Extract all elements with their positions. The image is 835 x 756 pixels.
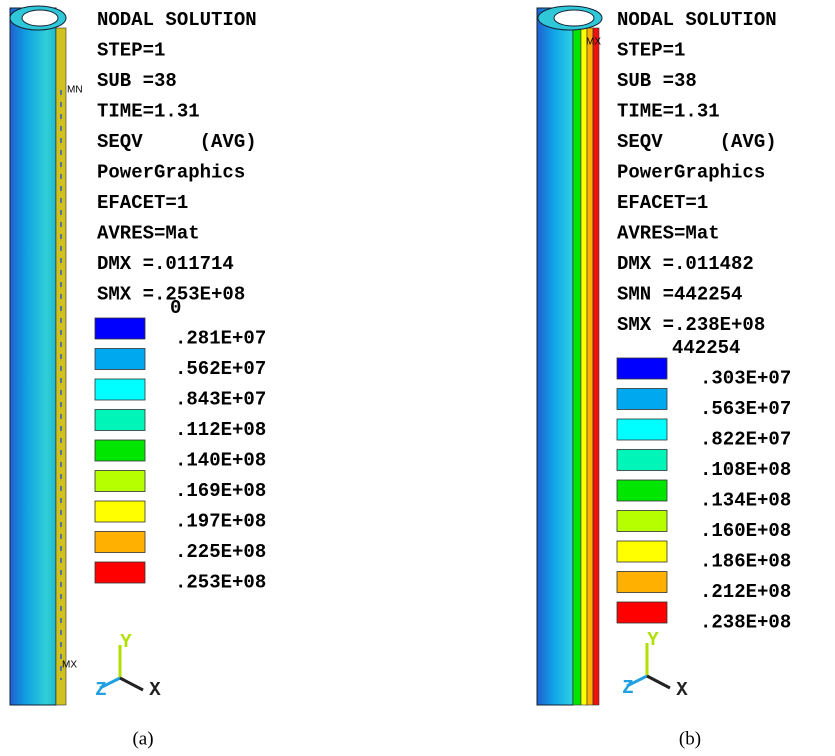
legend-swatch — [617, 419, 667, 440]
axis-label: Y — [647, 629, 659, 651]
info-line: STEP=1 — [617, 40, 685, 62]
legend-swatch — [617, 389, 667, 410]
info-line: PowerGraphics — [97, 162, 245, 184]
legend-label: .843E+07 — [175, 389, 266, 411]
info-line: DMX =.011714 — [97, 253, 234, 275]
info-line: EFACET=1 — [617, 192, 708, 214]
legend-label: .238E+08 — [700, 612, 791, 634]
legend-swatch — [95, 318, 145, 339]
axis-label: Y — [120, 631, 132, 653]
legend-swatch — [617, 602, 667, 623]
info-line: TIME=1.31 — [617, 101, 720, 123]
info-line: TIME=1.31 — [97, 101, 200, 123]
info-line: AVRES=Mat — [617, 223, 720, 245]
info-line: STEP=1 — [97, 40, 165, 62]
info-line: NODAL SOLUTION — [97, 9, 257, 31]
legend-swatch — [95, 440, 145, 461]
model-annotation: MN — [67, 85, 83, 96]
legend-label: .112E+08 — [175, 419, 266, 441]
legend-swatch — [95, 410, 145, 431]
axis-label: Z — [95, 679, 106, 701]
legend-label: .822E+07 — [700, 429, 791, 451]
legend-label: .562E+07 — [175, 358, 266, 380]
info-line: PowerGraphics — [617, 162, 765, 184]
legend-label: 0 — [170, 297, 181, 319]
info-line: SUB =38 — [97, 70, 177, 92]
legend-label: .253E+08 — [175, 572, 266, 594]
legend-label: .303E+07 — [700, 368, 791, 390]
axis-label: Z — [622, 677, 633, 699]
legend-label: .108E+08 — [700, 459, 791, 481]
info-line: SEQV (AVG) — [97, 131, 257, 153]
figure: NODAL SOLUTION STEP=1 SUB =38 TIME=1.31 SEQV… — [0, 0, 835, 756]
legend-label: .563E+07 — [700, 398, 791, 420]
axis-label: X — [676, 679, 688, 701]
model-annotation: MX — [62, 660, 77, 671]
info-line: DMX =.011482 — [617, 253, 754, 275]
panel-caption: (b) — [679, 728, 701, 749]
legend-swatch — [617, 541, 667, 562]
info-line: SEQV (AVG) — [617, 131, 777, 153]
legend-label: .212E+08 — [700, 581, 791, 603]
legend-label: .281E+07 — [175, 328, 266, 350]
legend-swatch — [617, 572, 667, 593]
info-line: AVRES=Mat — [97, 223, 200, 245]
legend-swatch — [617, 480, 667, 501]
model-b — [537, 6, 602, 705]
legend-swatch — [617, 511, 667, 532]
legend-swatch — [617, 450, 667, 471]
info-line: EFACET=1 — [97, 192, 188, 214]
legend-swatch — [95, 562, 145, 583]
legend-swatch — [95, 471, 145, 492]
info-line: NODAL SOLUTION — [617, 9, 777, 31]
legend-swatch — [617, 358, 667, 379]
info-line: SMX =.238E+08 — [617, 314, 765, 336]
legend-label: 442254 — [672, 337, 740, 359]
axis-label: X — [149, 679, 161, 701]
model-a — [10, 6, 66, 705]
info-line: SMN =442254 — [617, 284, 742, 306]
info-line: SUB =38 — [617, 70, 697, 92]
legend-label: .169E+08 — [175, 480, 266, 502]
legend-label: .140E+08 — [175, 450, 266, 472]
legend-swatch — [95, 532, 145, 553]
legend-label: .225E+08 — [175, 541, 266, 563]
legend-label: .186E+08 — [700, 551, 791, 573]
legend-swatch — [95, 349, 145, 370]
legend-label: .134E+08 — [700, 490, 791, 512]
model-annotation: MX — [586, 37, 601, 48]
legend-label: .160E+08 — [700, 520, 791, 542]
legend-swatch — [95, 501, 145, 522]
legend-swatch — [95, 379, 145, 400]
legend-label: .197E+08 — [175, 511, 266, 533]
panel-caption: (a) — [132, 728, 153, 749]
